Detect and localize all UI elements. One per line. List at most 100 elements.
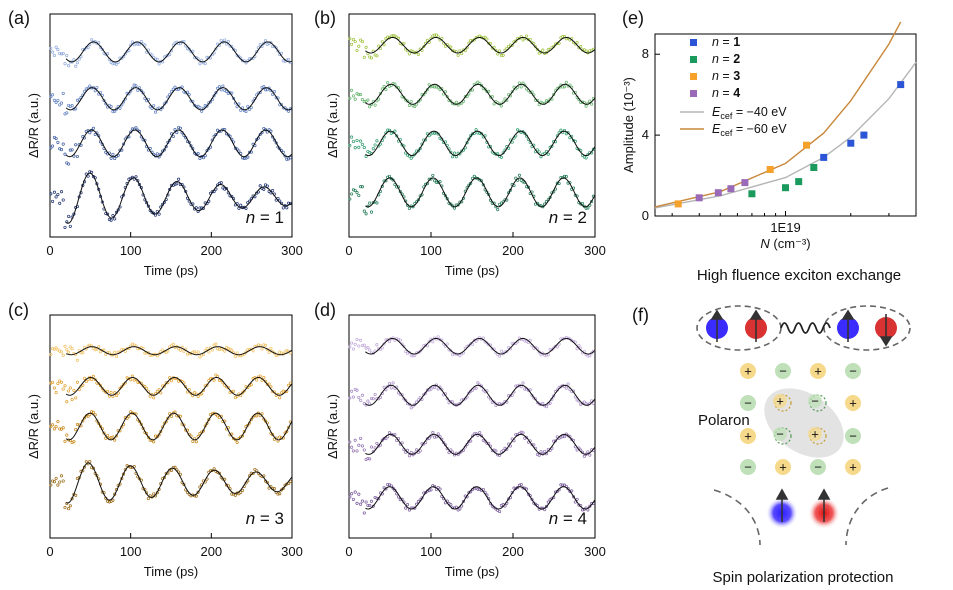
data-point: [113, 217, 117, 221]
data-point: [557, 181, 561, 186]
data-point: [240, 488, 245, 492]
data-point: [433, 435, 437, 439]
data-point: [139, 89, 143, 93]
data-point: [246, 423, 250, 427]
data-point: [505, 349, 509, 353]
data-point: [470, 132, 475, 136]
data-point: [434, 33, 438, 37]
polaron-label: Polaron: [698, 412, 750, 429]
data-point: [226, 40, 230, 44]
data-point: [255, 414, 259, 418]
data-point: [75, 380, 79, 384]
data-point: [63, 506, 67, 510]
data-point: [111, 498, 115, 502]
data-point: [490, 400, 494, 404]
data-point: [104, 352, 108, 357]
panel-label: (a): [8, 8, 30, 28]
data-point: [350, 88, 354, 92]
data-point: [373, 392, 377, 397]
data-point: [517, 81, 521, 85]
data-point: [557, 86, 561, 90]
data-point: [519, 482, 523, 487]
data-point: [230, 348, 234, 352]
data-point: [171, 342, 175, 346]
data-point: [217, 347, 221, 352]
panel-label: (e): [622, 8, 644, 28]
data-point: [436, 387, 440, 391]
data-point: [523, 339, 527, 343]
data-point: [162, 384, 166, 388]
data-point: [182, 349, 186, 353]
data-point: [355, 191, 359, 195]
data-point: [431, 131, 435, 135]
data-point: [152, 440, 156, 444]
data-point: [360, 98, 364, 102]
data-point: [166, 416, 170, 420]
data-marker: [741, 179, 749, 187]
data-point: [425, 344, 429, 348]
data-point: [235, 105, 239, 109]
plot-frame: [348, 314, 596, 539]
data-point: [387, 431, 392, 435]
data-point: [260, 412, 264, 416]
data-point: [65, 433, 69, 437]
data-point: [449, 349, 453, 353]
data-point: [458, 451, 462, 455]
data-marker: [766, 166, 774, 173]
data-point: [478, 431, 482, 435]
data-point: [258, 184, 262, 188]
x-tick-label: 100: [420, 544, 442, 559]
data-point: [52, 190, 56, 194]
legend-marker: [690, 73, 697, 80]
data-point: [113, 156, 117, 161]
data-point: [375, 201, 379, 205]
data-point: [175, 182, 179, 186]
cation: [845, 395, 861, 411]
data-point: [368, 503, 372, 507]
data-marker: [714, 189, 722, 197]
data-point: [285, 157, 289, 161]
data-point: [359, 436, 363, 440]
data-point: [267, 350, 271, 354]
data-point: [159, 152, 163, 156]
data-point: [248, 107, 252, 111]
data-point: [67, 162, 71, 166]
data-point: [514, 39, 518, 43]
data-point: [568, 489, 572, 493]
data-point: [400, 441, 404, 445]
data-point: [217, 471, 221, 475]
data-point: [233, 493, 237, 497]
data-point: [281, 206, 285, 210]
data-point: [278, 492, 282, 496]
data-point: [113, 438, 117, 442]
data-point: [404, 398, 408, 402]
data-point: [449, 202, 453, 206]
data-point: [51, 199, 55, 203]
data-point: [49, 95, 53, 99]
data-point: [59, 52, 64, 56]
data-point: [535, 148, 539, 152]
data-point: [377, 44, 381, 48]
y-tick-label: 4: [642, 127, 649, 142]
data-point: [407, 103, 411, 107]
data-point: [552, 439, 556, 443]
data-point: [404, 350, 408, 354]
data-point: [382, 342, 386, 346]
n-label: n = 3: [246, 509, 284, 528]
data-point: [276, 492, 280, 496]
data-point: [107, 500, 111, 504]
data-point: [371, 397, 375, 401]
data-point: [552, 394, 556, 398]
data-point: [359, 38, 363, 42]
data-point: [543, 449, 547, 453]
data-point: [246, 104, 250, 108]
data-point: [136, 42, 140, 46]
data-point: [501, 402, 505, 406]
x-axis-label: Time (ps): [144, 263, 198, 278]
data-point: [120, 56, 124, 60]
data-point: [360, 343, 364, 348]
data-point: [496, 52, 500, 56]
data-point: [436, 432, 440, 436]
data-point: [59, 474, 64, 478]
data-point: [228, 91, 232, 95]
